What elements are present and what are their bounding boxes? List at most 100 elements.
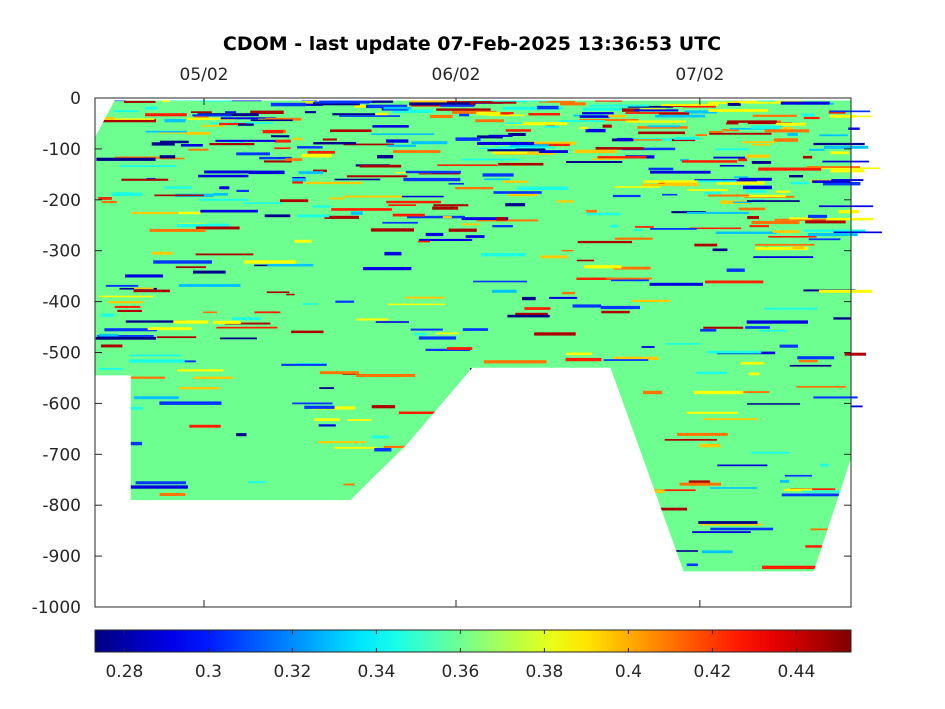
heatmap-streak xyxy=(444,556,504,559)
heatmap-streak xyxy=(104,328,158,332)
colorbar-tick-label: 0.38 xyxy=(525,662,563,682)
y-tick-label: -700 xyxy=(42,445,81,465)
heatmap-streak xyxy=(524,307,551,310)
heatmap-streak xyxy=(193,116,209,119)
heatmap-streak xyxy=(405,170,461,174)
heatmap-streak xyxy=(671,138,696,142)
heatmap-streak xyxy=(371,133,435,135)
heatmap-streak xyxy=(617,137,633,141)
heatmap-streak xyxy=(483,360,547,364)
heatmap-streak xyxy=(313,102,360,106)
heatmap-streak xyxy=(331,515,373,518)
heatmap-streak xyxy=(492,289,517,293)
heatmap-streak xyxy=(386,200,441,204)
heatmap-streak xyxy=(111,192,142,196)
heatmap-streak xyxy=(637,126,688,129)
heatmap-streak xyxy=(97,119,156,123)
heatmap-streak xyxy=(509,144,549,147)
heatmap-streak xyxy=(127,485,188,489)
heatmap-streak xyxy=(97,117,115,120)
heatmap-streak xyxy=(202,311,218,314)
heatmap-streak xyxy=(487,148,546,152)
heatmap-streak xyxy=(603,359,649,361)
heatmap-streak xyxy=(790,181,809,185)
heatmap-streak xyxy=(476,111,501,116)
heatmap-streak xyxy=(707,194,750,197)
heatmap-streak xyxy=(752,144,771,146)
heatmap-streak xyxy=(375,321,409,323)
heatmap-streak xyxy=(281,363,327,366)
heatmap-streak xyxy=(224,322,271,325)
heatmap-streak xyxy=(127,521,137,524)
heatmap-streak xyxy=(632,299,671,302)
heatmap-streak xyxy=(318,441,366,444)
heatmap-streak xyxy=(391,538,405,541)
heatmap-streak xyxy=(625,120,686,123)
heatmap-streak xyxy=(213,192,228,196)
heatmap-streak xyxy=(708,101,743,104)
heatmap-streak xyxy=(347,419,372,421)
heatmap-streak xyxy=(346,175,408,178)
heatmap-streak xyxy=(275,139,291,143)
heatmap-streak xyxy=(833,317,851,320)
heatmap-streak xyxy=(715,231,777,234)
heatmap-streak xyxy=(647,125,681,128)
heatmap-streak xyxy=(844,352,866,356)
heatmap-streak xyxy=(153,260,212,264)
heatmap-streak xyxy=(145,113,187,117)
heatmap-streak xyxy=(407,215,465,219)
heatmap-streak xyxy=(833,231,882,234)
heatmap-streak xyxy=(813,396,858,399)
heatmap-streak xyxy=(775,190,791,193)
heatmap-streak xyxy=(409,102,471,106)
y-tick-label: -1000 xyxy=(32,598,81,618)
heatmap-streak xyxy=(695,134,707,136)
heatmap-streak xyxy=(779,479,790,483)
heatmap-streak xyxy=(331,208,392,211)
heatmap-streak xyxy=(195,253,254,256)
heatmap-streak xyxy=(689,227,742,230)
heatmap-streak xyxy=(496,217,507,221)
heatmap-streak xyxy=(387,303,446,306)
heatmap-streak xyxy=(619,139,663,141)
heatmap-streak xyxy=(513,107,536,110)
heatmap-streak xyxy=(796,386,847,388)
heatmap-streak xyxy=(561,249,574,252)
heatmap-streak xyxy=(493,191,542,194)
heatmap-streak xyxy=(743,185,772,190)
heatmap-streak xyxy=(708,130,723,133)
heatmap-streak xyxy=(687,189,728,191)
heatmap-streak xyxy=(726,268,745,272)
heatmap-streak xyxy=(285,158,303,161)
heatmap-streak xyxy=(502,180,528,183)
heatmap-streak xyxy=(507,314,550,318)
heatmap-streak xyxy=(586,212,621,216)
heatmap-streak xyxy=(700,523,763,526)
heatmap-streak xyxy=(585,562,630,565)
heatmap-streak xyxy=(691,180,737,183)
heatmap-streak xyxy=(250,110,284,114)
heatmap-streak xyxy=(586,209,597,213)
heatmap-streak xyxy=(96,118,155,120)
heatmap-streak xyxy=(398,411,461,414)
heatmap-streak xyxy=(830,169,865,173)
heatmap-streak xyxy=(476,219,538,222)
heatmap-streak xyxy=(147,327,192,331)
heatmap-streak xyxy=(200,209,258,213)
heatmap-streak xyxy=(122,529,161,533)
heatmap-streak xyxy=(756,100,777,102)
heatmap-streak xyxy=(829,114,856,118)
heatmap-streak xyxy=(540,255,568,259)
heatmap-streak xyxy=(546,484,598,487)
heatmap-streak xyxy=(298,171,324,175)
heatmap-streak xyxy=(452,110,497,114)
heatmap-streak xyxy=(539,100,575,103)
heatmap-streak xyxy=(710,487,758,489)
heatmap-streak xyxy=(658,112,690,115)
heatmap-streak xyxy=(819,134,848,137)
heatmap-streak xyxy=(192,114,232,117)
heatmap-streak xyxy=(437,164,498,166)
y-tick-label: -300 xyxy=(42,242,81,262)
heatmap-streak xyxy=(372,125,409,128)
y-tick-label: -100 xyxy=(42,140,81,160)
